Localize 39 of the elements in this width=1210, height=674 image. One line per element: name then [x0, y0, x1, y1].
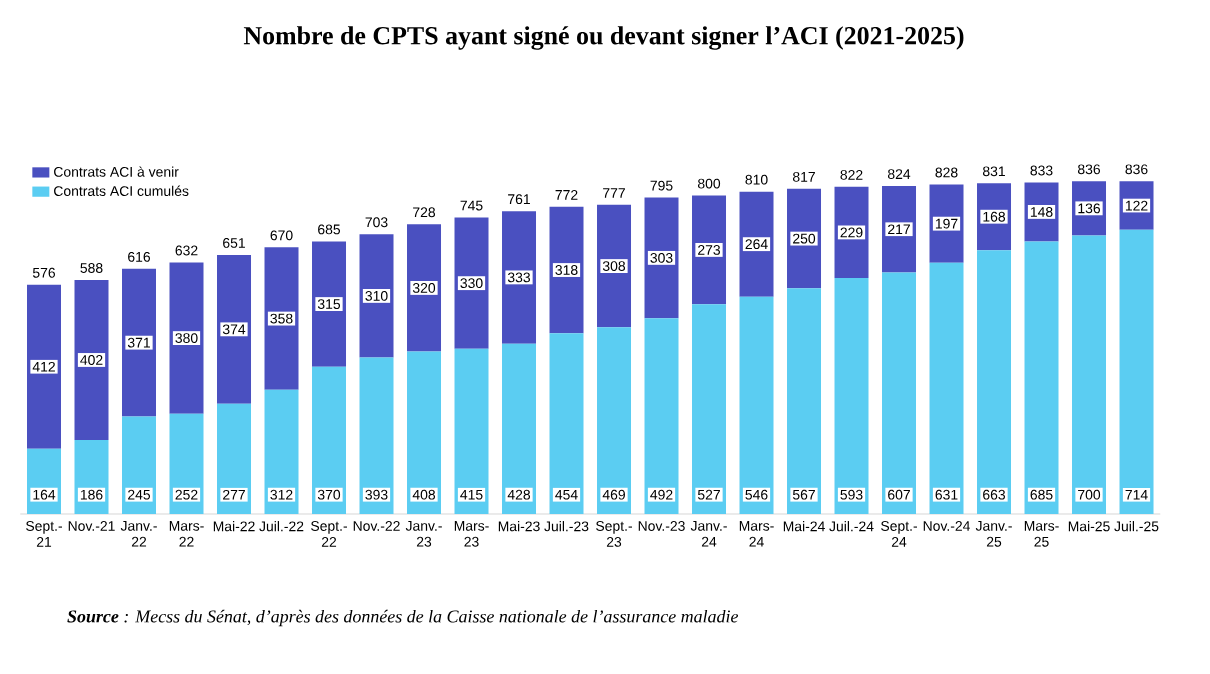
bar [1119, 229, 1154, 514]
bar [977, 250, 1012, 514]
bar [122, 268, 156, 417]
bar [217, 403, 252, 514]
bar [834, 277, 869, 514]
bar [169, 262, 204, 414]
bar [502, 211, 537, 344]
bar [454, 348, 489, 514]
bar [1024, 241, 1059, 514]
bar [312, 366, 347, 514]
bar [359, 234, 394, 358]
bar [882, 272, 917, 514]
bar [739, 191, 774, 297]
bar [644, 318, 679, 514]
bar [74, 279, 109, 440]
bar [597, 327, 632, 514]
bar [929, 262, 964, 514]
bar [549, 206, 584, 334]
bar [312, 241, 347, 367]
bar [27, 284, 61, 449]
bar [644, 197, 679, 319]
bar [549, 333, 584, 514]
bar [692, 304, 727, 514]
bar [739, 296, 774, 514]
bar [407, 224, 442, 352]
bar [359, 357, 394, 514]
bar [454, 217, 489, 349]
bar [787, 188, 822, 289]
bar [787, 288, 822, 514]
bar [597, 204, 632, 328]
bar [217, 254, 252, 404]
bar [264, 247, 299, 390]
bar [1072, 235, 1107, 514]
bar [407, 351, 442, 514]
bar [502, 343, 537, 514]
bar [264, 389, 299, 514]
text: Source : Mecss du Sénat, d’après des données de la Caisse nationale de l’assurance maladie [67, 609, 739, 627]
chart-title: Nombre de CPTS ayant signé ou devant signer l’ACI (2021-2025) [243, 26, 964, 50]
bar [169, 413, 204, 514]
